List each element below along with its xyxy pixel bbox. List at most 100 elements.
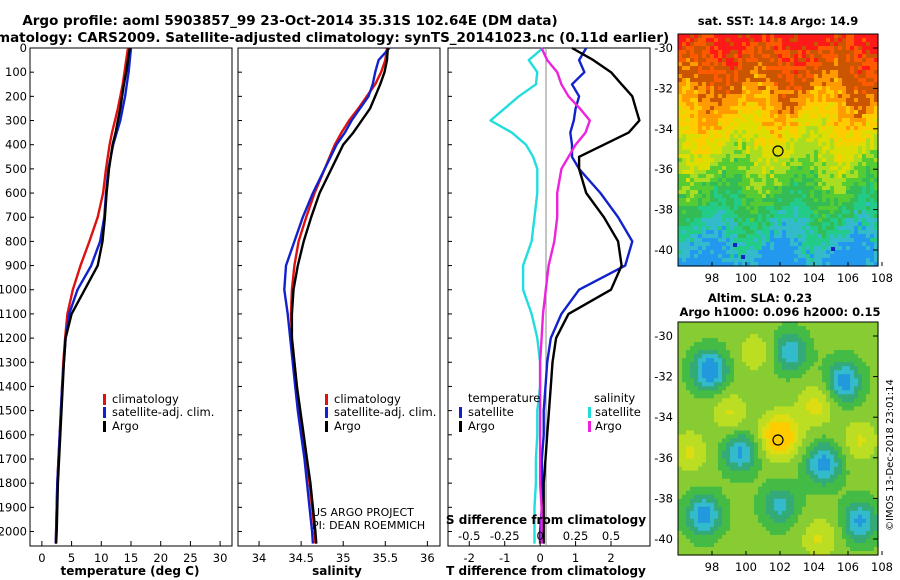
- depth-tick-label: 700: [5, 210, 27, 224]
- lat-tick-label: -32: [654, 81, 673, 95]
- depth-tick-label: 100: [5, 65, 27, 79]
- salinity-legend: climatology satellite-adj. clim. Argo: [325, 392, 436, 433]
- temperature-legend: climatology satellite-adj. clim. Argo: [103, 392, 214, 433]
- depth-tick-label: 1200: [0, 331, 27, 345]
- lon-tick-label: 108: [871, 560, 893, 574]
- sla-lat-ticks: -30 -32 -34 -36 -38 -40: [654, 329, 878, 546]
- legend-s-satellite: satellite: [595, 405, 641, 419]
- lon-tick-label: 102: [769, 560, 791, 574]
- salinity-diff-tick-label: -0.5: [458, 529, 480, 543]
- legend-climatology: climatology: [334, 392, 401, 406]
- legend-salinity-title: salinity: [594, 391, 635, 405]
- lat-tick-label: -36: [654, 451, 673, 465]
- legend-temperature-title: temperature: [468, 391, 540, 405]
- depth-axis: 0 100 200 300 400 500 600 700 800 900 1000 1100 1200…: [0, 41, 452, 538]
- x-tick-label: 10: [94, 551, 109, 565]
- legend-climatology: climatology: [112, 392, 179, 406]
- legend-swatch-t-satellite: [459, 407, 462, 418]
- x-tick-label: 1: [572, 551, 579, 565]
- x-tick-label: -1: [499, 551, 510, 565]
- depth-tick-label: 400: [5, 138, 27, 152]
- legend-satellite: satellite-adj. clim.: [334, 405, 436, 419]
- depth-tick-label: 1700: [0, 452, 27, 466]
- legend-satellite: satellite-adj. clim.: [112, 405, 214, 419]
- series-line-satellite-adj-clim-: [54, 47, 133, 544]
- sst-map: [678, 34, 879, 267]
- sla-argo-location-marker: [772, 434, 784, 446]
- lat-tick-label: -40: [654, 532, 673, 546]
- lat-tick-label: -30: [654, 329, 673, 343]
- x-tick-label: 0: [536, 551, 543, 565]
- legend-swatch-argo: [103, 421, 106, 432]
- sst-map-frame: [677, 33, 879, 267]
- depth-tick-label: 500: [5, 162, 27, 176]
- t-difference-axis-label: T difference from climatology: [446, 564, 646, 578]
- legend-swatch-satellite: [103, 407, 106, 418]
- depth-tick-label: 2000: [0, 524, 27, 538]
- difference-panel-frame: [447, 47, 651, 547]
- sst-map-title: sat. SST: 14.8 Argo: 14.9: [698, 14, 858, 28]
- salinity-difference-ticks: -0.5 -0.25 0 0.25 0.5: [458, 529, 620, 543]
- depth-tick-label: 1300: [0, 355, 27, 369]
- depth-tick-label: 200: [5, 89, 27, 103]
- imos-credit: ©IMOS 13-Dec-2018 23:01:14: [885, 379, 896, 531]
- sla-map-title-line2: Argo h1000: 0.096 h2000: 0.15: [679, 305, 880, 319]
- x-tick-label: 20: [153, 551, 168, 565]
- salinity-panel-frame: [237, 47, 441, 547]
- project-credit-line1: US ARGO PROJECT: [312, 506, 414, 519]
- salinity-series: [283, 47, 391, 544]
- depth-tick-label: 1800: [0, 476, 27, 490]
- sst-blue-pixel: [741, 255, 745, 259]
- lon-tick-label: 104: [803, 271, 825, 285]
- legend-argo: Argo: [334, 419, 361, 433]
- sla-map-title-line1: Altim. SLA: 0.23: [708, 291, 812, 305]
- legend-swatch-s-argo: [588, 421, 591, 432]
- difference-legend: temperature satellite Argo salinity sate…: [459, 391, 641, 433]
- figure-title-line2: Climatology: CARS2009. Satellite-adjuste…: [0, 30, 669, 46]
- salinity-diff-tick-label: 0.5: [602, 529, 620, 543]
- sla-map-frame: [677, 321, 879, 556]
- legend-swatch-climatology: [325, 394, 328, 405]
- x-tick-label: 25: [183, 551, 198, 565]
- sst-blue-pixel: [733, 243, 737, 247]
- salinity-diff-tick-label: 0: [536, 529, 543, 543]
- legend-swatch-s-satellite: [588, 407, 591, 418]
- lat-tick-label: -34: [654, 122, 673, 136]
- lat-tick-label: -32: [654, 370, 673, 384]
- depth-tick-label: 1600: [0, 428, 27, 442]
- difference-x-ticks: -2 -1 0 1 2: [464, 541, 615, 565]
- series-line-argo: [290, 47, 389, 544]
- x-tick-label: 36: [420, 551, 435, 565]
- x-tick-label: -2: [464, 551, 475, 565]
- figure-title-line1: Argo profile: aoml 5903857_99 23-Oct-201…: [22, 13, 557, 29]
- depth-tick-label: 0: [20, 41, 27, 55]
- lat-tick-label: -40: [654, 243, 673, 257]
- lon-tick-label: 98: [705, 271, 720, 285]
- x-tick-label: 34.5: [288, 551, 314, 565]
- depth-tick-label: 800: [5, 234, 27, 248]
- series-line-salinity-argo: [538, 47, 591, 544]
- salinity-diff-tick-label: 0.25: [563, 529, 589, 543]
- lat-tick-label: -38: [654, 491, 673, 505]
- series-line-temperature-satellite: [538, 47, 634, 544]
- lon-tick-label: 106: [837, 560, 859, 574]
- series-line-argo: [54, 47, 131, 544]
- sst-lon-ticks: 98 100 102 104 106 108: [705, 262, 893, 285]
- depth-tick-label: 900: [5, 259, 27, 273]
- depth-tick-label: 1900: [0, 500, 27, 514]
- depth-tick-label: 600: [5, 186, 27, 200]
- depth-tick-label: 1000: [0, 283, 27, 297]
- depth-tick-label: 1400: [0, 379, 27, 393]
- x-tick-label: 0: [38, 551, 45, 565]
- lat-tick-label: -34: [654, 410, 673, 424]
- sst-lat-ticks: -30 -32 -34 -36 -38 -40: [654, 41, 878, 257]
- series-line-temperature-argo: [542, 46, 641, 544]
- lon-tick-label: 106: [837, 271, 859, 285]
- lat-tick-label: -38: [654, 203, 673, 217]
- series-line-salinity-satellite: [489, 47, 544, 544]
- x-tick-label: 2: [607, 551, 614, 565]
- series-line-satellite-adj-clim-: [283, 47, 391, 544]
- s-difference-axis-label: S difference from climatology: [446, 513, 646, 527]
- salinity-axis-label: salinity: [312, 564, 362, 578]
